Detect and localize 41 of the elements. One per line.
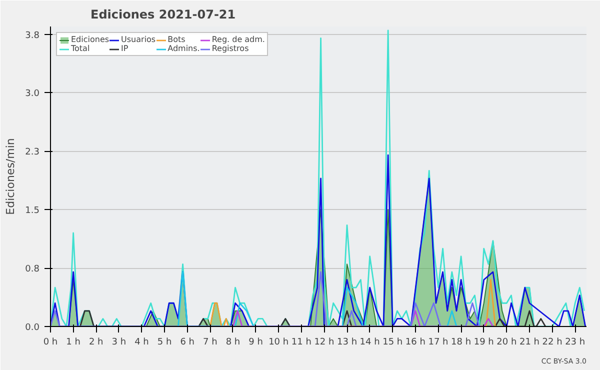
y-tick-label: 1.5 xyxy=(25,206,40,216)
x-tick-label: 16 h xyxy=(405,338,426,348)
x-tick-label: 2 h xyxy=(88,338,104,348)
x-tick-label: 5 h xyxy=(157,338,172,348)
x-tick-label: 21 h xyxy=(519,338,540,348)
x-tick-label: 13 h xyxy=(337,338,358,348)
y-tick-label: 0.0 xyxy=(25,323,40,333)
line-series xyxy=(50,30,585,326)
y-tick-label: 3.0 xyxy=(25,89,40,100)
x-tick-label: 3 h xyxy=(112,338,126,348)
x-tick-label: 0 h xyxy=(43,338,58,348)
x-tick-label: 1 h xyxy=(66,338,80,348)
x-tick-label: 4 h xyxy=(134,338,149,348)
legend-label: Bots xyxy=(168,35,186,44)
x-tick-label: 19 h xyxy=(474,338,494,348)
x-tick-label: 7 h xyxy=(203,338,218,348)
x-tick-label: 12 h xyxy=(314,338,334,348)
x-tick-label: 20 h xyxy=(496,338,517,348)
legend-label: Ediciones xyxy=(71,35,110,44)
x-tick-label: 10 h xyxy=(268,338,289,348)
x-tick-label: 23 h xyxy=(565,338,586,348)
legend-label: Admins. xyxy=(168,44,200,53)
chart-title: Ediciones 2021-07-21 xyxy=(90,8,236,22)
legend-label: IP xyxy=(121,44,130,53)
x-tick-label: 18 h xyxy=(451,338,472,348)
legend-label: Total xyxy=(71,44,90,53)
x-tick-label: 6 h xyxy=(180,338,194,348)
x-tick-label: 8 h xyxy=(226,338,240,348)
y-tick-label: 0.8 xyxy=(25,264,40,275)
x-tick-label: 9 h xyxy=(248,338,263,348)
x-tick-label: 22 h xyxy=(542,338,562,348)
legend-label: Reg. de adm. xyxy=(212,35,265,44)
y-axis-title: Ediciones/min xyxy=(4,138,18,215)
x-tick-label: 14 h xyxy=(360,338,380,348)
legend-label: Registros xyxy=(212,44,249,53)
x-tick-label: 15 h xyxy=(382,338,403,348)
x-tick-label: 17 h xyxy=(428,338,448,348)
x-tick-label: 11 h xyxy=(291,338,312,348)
legend-label: Usuarios xyxy=(121,35,156,44)
y-tick-label: 3.8 xyxy=(25,30,40,41)
y-tick-label: 2.3 xyxy=(25,148,40,158)
